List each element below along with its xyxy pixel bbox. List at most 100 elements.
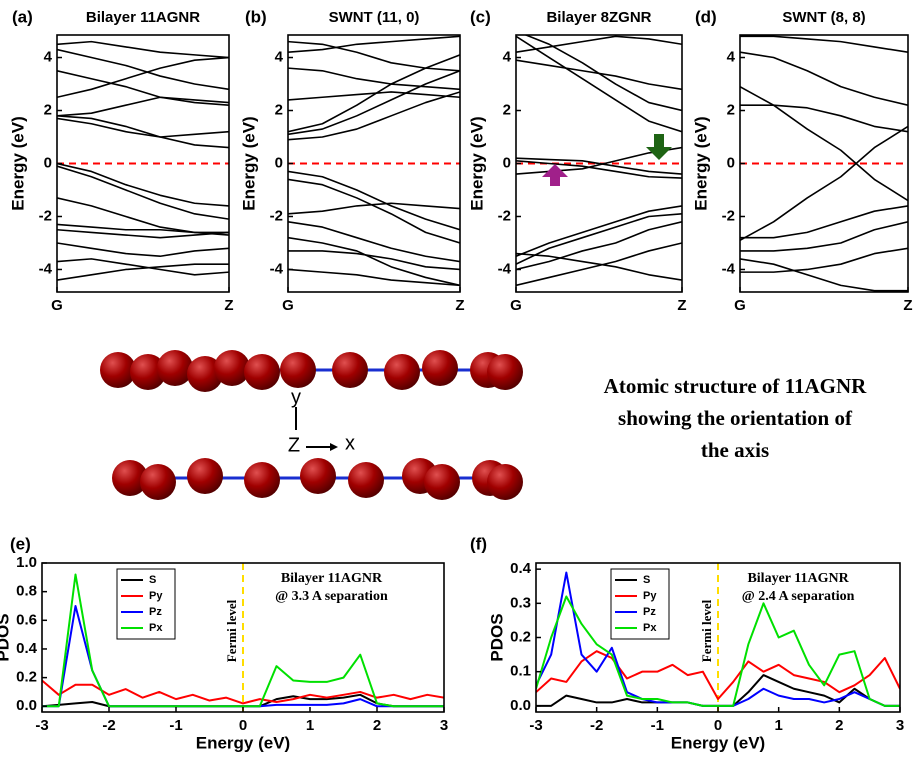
panel-label: (e)	[10, 534, 31, 553]
y-tick-label: 0.2	[510, 628, 531, 645]
atom	[157, 350, 193, 386]
x-tick-label: G	[51, 297, 63, 314]
x-tick-label: 2	[835, 717, 843, 734]
series-line	[288, 268, 460, 287]
panel: -4 -2 0 2 4 G Z (d) SWNT (8, 8) Energy (eV)	[691, 7, 912, 313]
x-tick-label: 3	[896, 717, 904, 734]
chart-title: SWNT (11, 0)	[329, 9, 420, 26]
legend-label: S	[643, 574, 650, 586]
plot-area	[516, 35, 682, 287]
series-line	[288, 91, 460, 141]
y-tick-label: 0.0	[510, 697, 531, 714]
y-axis-title: Energy (eV)	[239, 116, 258, 210]
legend-label: Px	[643, 622, 657, 634]
legend: S Py Pz Px	[116, 568, 176, 640]
y-tick-label: 2	[727, 101, 735, 118]
series-line	[288, 91, 460, 101]
arrow-head	[330, 443, 338, 451]
series-line	[57, 242, 229, 258]
x-tick-label: -1	[651, 717, 664, 734]
axis-label: Z	[288, 434, 300, 456]
y-tick-label: 0.8	[16, 583, 37, 600]
series-line	[516, 252, 682, 281]
panel: -4 -2 0 2 4 G Z (c) Bilayer 8ZGNR Energy (eV)	[467, 7, 686, 313]
annotation: Fermi level	[699, 599, 714, 662]
legend-label: S	[149, 574, 156, 586]
series-line	[523, 35, 682, 112]
series-line	[516, 213, 682, 265]
legend-label: Pz	[643, 606, 656, 618]
x-tick-label: 2	[373, 717, 381, 734]
panel-label: (a)	[12, 7, 33, 26]
y-tick-label: 0	[44, 154, 52, 171]
atom	[100, 352, 136, 388]
atom	[130, 354, 166, 390]
x-tick-label: G	[510, 297, 522, 314]
series-line	[516, 242, 682, 287]
y-tick-label: -2	[270, 207, 283, 224]
y-tick-label: 4	[275, 48, 284, 65]
y-axis-title: Energy (eV)	[691, 116, 710, 210]
atom	[187, 356, 223, 392]
atom	[140, 464, 176, 500]
y-tick-label: 2	[275, 101, 283, 118]
series-line	[288, 236, 460, 287]
x-tick-label: G	[282, 297, 294, 314]
series-line	[740, 51, 908, 106]
series-line	[57, 56, 229, 99]
series-line	[57, 228, 229, 239]
y-tick-label: -4	[270, 260, 284, 277]
atom	[300, 458, 336, 494]
atomic-structure: y Z x Atomic structure of 11AGNR showing…	[100, 350, 867, 500]
axis-label: y	[291, 386, 301, 408]
chart-title: SWNT (8, 8)	[782, 9, 865, 26]
y-tick-label: 0	[275, 154, 283, 171]
panel: -4 -2 0 2 4 G Z (a) Bilayer 11AGNR Energy (eV)	[8, 7, 233, 313]
series-line	[740, 35, 908, 54]
series-line	[288, 220, 460, 263]
x-tick-label: -2	[102, 717, 115, 734]
series-line	[740, 247, 908, 273]
y-tick-label: 0.2	[16, 669, 37, 686]
panel: 0.0 0.1 0.2 0.3 0.4 -3 -2 -1 0 1 2 3 (f) PDOS Energy (…	[470, 534, 904, 752]
atom	[112, 460, 148, 496]
legend-label: Pz	[149, 606, 162, 618]
series-line	[288, 170, 460, 231]
atom	[424, 464, 460, 500]
annotation: @ 3.3 A separation	[275, 589, 388, 604]
y-tick-label: 0.6	[16, 611, 37, 628]
series-line	[516, 160, 682, 179]
x-tick-label: 3	[440, 717, 448, 734]
atom	[487, 464, 523, 500]
legend-label: Py	[149, 590, 163, 602]
series-line	[740, 104, 908, 133]
series-line	[57, 162, 229, 207]
atom	[384, 354, 420, 390]
series-line	[740, 125, 908, 242]
x-axis-title: Energy (eV)	[196, 733, 290, 752]
atom	[244, 462, 280, 498]
series-line	[57, 40, 229, 59]
series-line	[516, 221, 682, 271]
series-line	[57, 165, 229, 220]
x-tick-label: 1	[306, 717, 314, 734]
atom	[422, 350, 458, 386]
series-line	[740, 85, 908, 202]
annotation: Bilayer 11AGNR	[747, 571, 849, 586]
plot-area	[57, 40, 229, 281]
y-tick-label: -2	[498, 207, 511, 224]
panel-label: (f)	[470, 534, 487, 553]
atom	[214, 350, 250, 386]
y-axis-title: Energy (eV)	[467, 116, 486, 210]
y-tick-label: 1.0	[16, 554, 37, 571]
y-tick-label: 0.4	[16, 640, 38, 657]
x-tick-label: 0	[714, 717, 722, 734]
legend: S Py Pz Px	[610, 568, 670, 640]
annotation: @ 2.4 A separation	[742, 589, 855, 604]
x-tick-label: Z	[455, 297, 464, 314]
series-line	[516, 59, 682, 91]
annotation: Fermi level	[224, 599, 239, 662]
chart-title: Bilayer 8ZGNR	[546, 9, 651, 26]
y-tick-label: 4	[44, 48, 53, 65]
